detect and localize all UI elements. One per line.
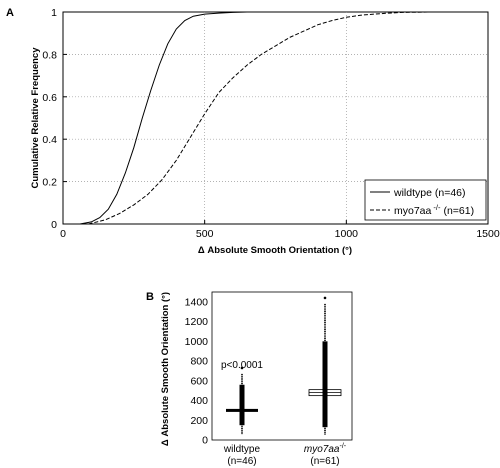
legend-mutant-n: (n=61)	[443, 205, 474, 217]
y-tick-label: 0.6	[42, 92, 57, 104]
group-label-wildtype: wildtype	[223, 444, 261, 455]
chart-b-means	[226, 389, 342, 412]
mean-center	[322, 389, 328, 396]
chart-a-ylabel: Cumulative Relative Frequency	[30, 47, 41, 189]
mean-bar	[226, 408, 258, 412]
legend-mutant-name: myo7aa	[394, 205, 432, 217]
chart-a-ticks: 0 500 1000 1500 0 0.2 0.4 0.6 0.8 1	[42, 7, 499, 240]
series-line-wildtype	[79, 11, 276, 225]
points-dense-band	[322, 341, 328, 428]
p-value-annotation: p<0.0001	[221, 360, 263, 371]
group-mutant-superscript: -/-	[339, 443, 346, 450]
chart-a-legend: wildtype (n=46) myo7aa -/- (n=61)	[364, 179, 487, 221]
y-tick-label: 0.4	[42, 134, 57, 146]
b-y-tick-label: 400	[190, 395, 208, 407]
x-tick-label: 1000	[335, 228, 359, 240]
y-tick-label: 0.2	[42, 177, 57, 189]
legend-label-wildtype: wildtype (n=46)	[393, 187, 466, 199]
b-y-tick-label: 1000	[185, 336, 209, 348]
y-tick-label: 0.8	[42, 49, 57, 61]
group-label-mutant: myo7aa-/-	[304, 443, 347, 455]
panel-a-label: A	[6, 7, 14, 19]
b-y-tick-label: 800	[190, 356, 208, 368]
group-n-wildtype: (n=46)	[227, 456, 256, 467]
chart-b-ylabel: Δ Absolute Smooth Orientation (°)	[160, 292, 171, 446]
chart-a-xlabel: Δ Absolute Smooth Orientation (°)	[198, 245, 352, 256]
chart-a-series	[79, 11, 474, 225]
point-max	[240, 366, 244, 370]
chart-b-points	[239, 296, 328, 436]
group-mutant-name: myo7aa	[304, 444, 340, 455]
points-dense-band	[239, 384, 245, 426]
group-n-mutant: (n=61)	[310, 456, 339, 467]
b-y-tick-label: 1200	[185, 316, 209, 328]
b-y-tick-label: 1400	[185, 296, 209, 308]
x-tick-label: 500	[196, 228, 214, 240]
chart-b: 0 200 400 600 800 1000 1200 1400 p<0.0001 Δ Abs…	[160, 291, 353, 467]
chart-b-ticks: 0 200 400 600 800 1000 1200 1400	[185, 296, 209, 446]
legend-box	[364, 179, 487, 221]
b-y-tick-label: 0	[202, 435, 208, 447]
series-line-mutant	[88, 11, 474, 225]
panel-b-label: B	[146, 291, 154, 303]
b-y-tick-label: 600	[190, 375, 208, 387]
x-tick-label: 1500	[476, 228, 500, 240]
y-tick-label: 1	[51, 7, 57, 19]
x-tick-label: 0	[60, 228, 66, 240]
legend-label-mutant: myo7aa -/- (n=61)	[394, 203, 474, 217]
legend-mutant-superscript: -/-	[433, 203, 441, 212]
b-y-tick-label: 200	[190, 415, 208, 427]
point-max	[323, 296, 327, 300]
chart-a: 0 500 1000 1500 0 0.2 0.4 0.6 0.8 1 Δ Absolute Sm…	[30, 7, 500, 256]
chart-b-plot-area	[211, 291, 353, 441]
y-tick-label: 0	[51, 219, 57, 231]
